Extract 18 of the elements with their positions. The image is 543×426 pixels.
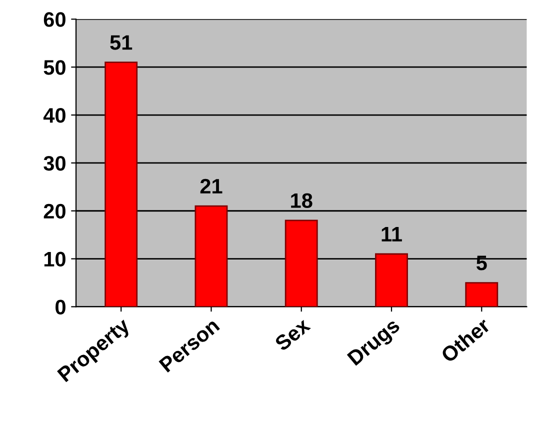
data-label: 18 xyxy=(291,193,312,208)
data-label: 51 xyxy=(110,35,132,50)
data-label: 21 xyxy=(200,178,222,194)
x-tick-label: Sex xyxy=(274,316,312,352)
bar xyxy=(104,62,138,307)
bar xyxy=(375,253,408,307)
bar xyxy=(194,205,228,307)
y-tick-label: 40 xyxy=(43,108,66,123)
y-tick-label: 60 xyxy=(44,12,66,27)
y-tick-label: 10 xyxy=(44,252,66,267)
data-label: 11 xyxy=(382,227,402,242)
y-tick-label: 0 xyxy=(56,300,66,314)
bar xyxy=(284,220,318,307)
data-label: 5 xyxy=(476,256,487,270)
y-tick-label: 50 xyxy=(44,60,66,75)
y-tick-label: 30 xyxy=(44,156,66,171)
bar xyxy=(465,282,498,307)
y-tick-label: 20 xyxy=(44,204,66,219)
